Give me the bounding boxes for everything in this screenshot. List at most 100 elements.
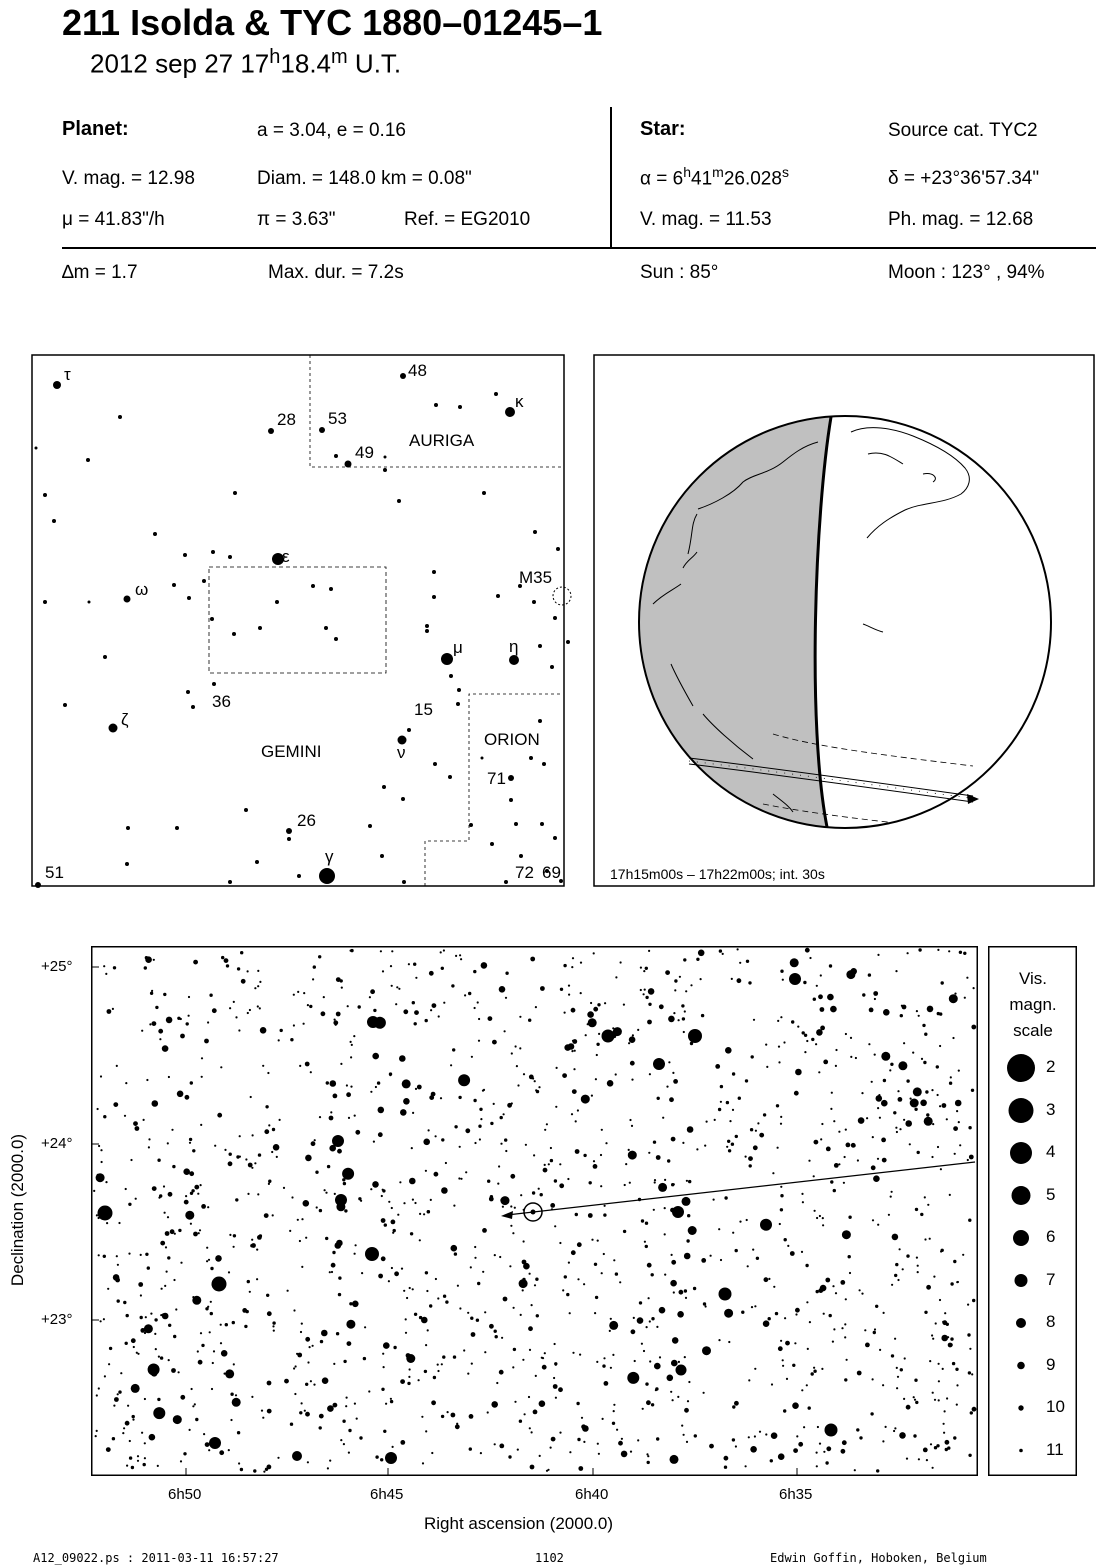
finder-star	[449, 674, 453, 678]
label-15: 15	[414, 700, 433, 719]
field-star	[544, 1128, 547, 1131]
finder-star	[34, 446, 38, 450]
field-star	[848, 1215, 852, 1219]
field-star	[873, 1328, 877, 1331]
field-star	[391, 950, 394, 953]
field-star	[820, 1025, 825, 1031]
field-star	[266, 1408, 272, 1414]
field-star	[305, 1382, 309, 1386]
field-star	[262, 1416, 265, 1419]
field-star	[765, 1043, 768, 1046]
finder-star	[52, 519, 56, 523]
field-star	[890, 1354, 895, 1358]
field-star	[815, 984, 818, 987]
field-star	[882, 1311, 885, 1314]
bright-star	[789, 973, 801, 985]
field-star	[175, 1308, 178, 1311]
field-star	[229, 1233, 232, 1236]
field-star	[498, 986, 506, 993]
field-star	[219, 1323, 222, 1326]
field-star	[858, 1289, 861, 1292]
x-tick-6h40: 6h40	[575, 1486, 609, 1503]
finder-star	[258, 626, 262, 630]
field-star	[136, 1455, 140, 1458]
field-star	[920, 1099, 927, 1107]
field-star	[972, 1298, 976, 1303]
field-star	[523, 1413, 526, 1416]
field-star	[794, 1342, 797, 1345]
field-star	[744, 1465, 747, 1468]
field-star	[663, 1233, 666, 1236]
finder-star	[311, 584, 315, 588]
finder-star	[433, 762, 437, 766]
field-star	[804, 947, 810, 953]
field-star	[400, 1109, 407, 1116]
field-star	[793, 1448, 798, 1453]
finder-star	[533, 530, 537, 534]
field-star	[797, 1025, 800, 1028]
field-star	[903, 1397, 906, 1400]
field-star	[538, 1454, 541, 1457]
field-star	[631, 1034, 635, 1037]
finder-star	[382, 785, 386, 789]
field-star	[247, 1162, 253, 1168]
field-star	[672, 1071, 675, 1074]
field-star	[870, 1165, 876, 1171]
field-star	[453, 1204, 456, 1207]
footer-file: A12_09022.ps : 2011-03-11 16:57:27	[33, 1551, 279, 1565]
field-star	[818, 1288, 824, 1293]
field-star	[383, 1223, 387, 1227]
field-star	[531, 1191, 536, 1195]
field-star	[844, 1336, 847, 1339]
field-star	[256, 1248, 259, 1251]
field-star	[612, 1027, 615, 1030]
field-star	[590, 1094, 593, 1097]
field-star	[953, 1259, 957, 1264]
field-star	[389, 1399, 394, 1404]
finder-star	[504, 880, 508, 884]
field-star	[397, 1213, 400, 1216]
field-star	[787, 1244, 790, 1247]
field-star	[540, 1356, 543, 1359]
field-star	[580, 1094, 590, 1104]
field-star	[329, 1459, 332, 1462]
label-gemini: GEMINI	[261, 742, 321, 761]
field-star	[137, 1352, 140, 1355]
field-star	[197, 1192, 200, 1195]
field-star	[638, 1301, 643, 1305]
field-star	[220, 1350, 228, 1357]
field-star	[478, 1017, 481, 1021]
label-36: 36	[212, 692, 231, 711]
field-star	[877, 1107, 880, 1110]
finder-star	[324, 626, 328, 630]
field-star	[458, 1095, 462, 1100]
field-star	[372, 1181, 379, 1188]
field-star	[96, 1107, 99, 1111]
field-star	[749, 1128, 754, 1132]
field-star	[220, 1066, 223, 1069]
field-star	[781, 978, 784, 981]
field-star	[155, 1005, 159, 1010]
field-star	[497, 1182, 500, 1185]
field-star	[431, 1400, 436, 1406]
field-star	[453, 1252, 458, 1256]
field-star	[825, 1461, 829, 1465]
field-star	[486, 1411, 489, 1414]
field-star	[933, 1446, 938, 1450]
finder-star	[401, 797, 405, 801]
field-star	[549, 1446, 552, 1449]
field-star	[211, 1008, 217, 1014]
field-star	[844, 1378, 848, 1382]
field-star	[143, 1331, 147, 1335]
field-star	[594, 1312, 597, 1315]
footer-page: 1102	[535, 1551, 564, 1565]
field-star	[795, 1068, 802, 1076]
field-star	[499, 1115, 503, 1120]
orion-boundary	[424, 693, 563, 886]
field-star	[172, 1415, 182, 1425]
field-star	[955, 1367, 959, 1371]
field-star	[260, 1409, 264, 1412]
field-star	[671, 1259, 677, 1265]
field-star	[266, 1293, 270, 1297]
field-star	[100, 1160, 103, 1164]
